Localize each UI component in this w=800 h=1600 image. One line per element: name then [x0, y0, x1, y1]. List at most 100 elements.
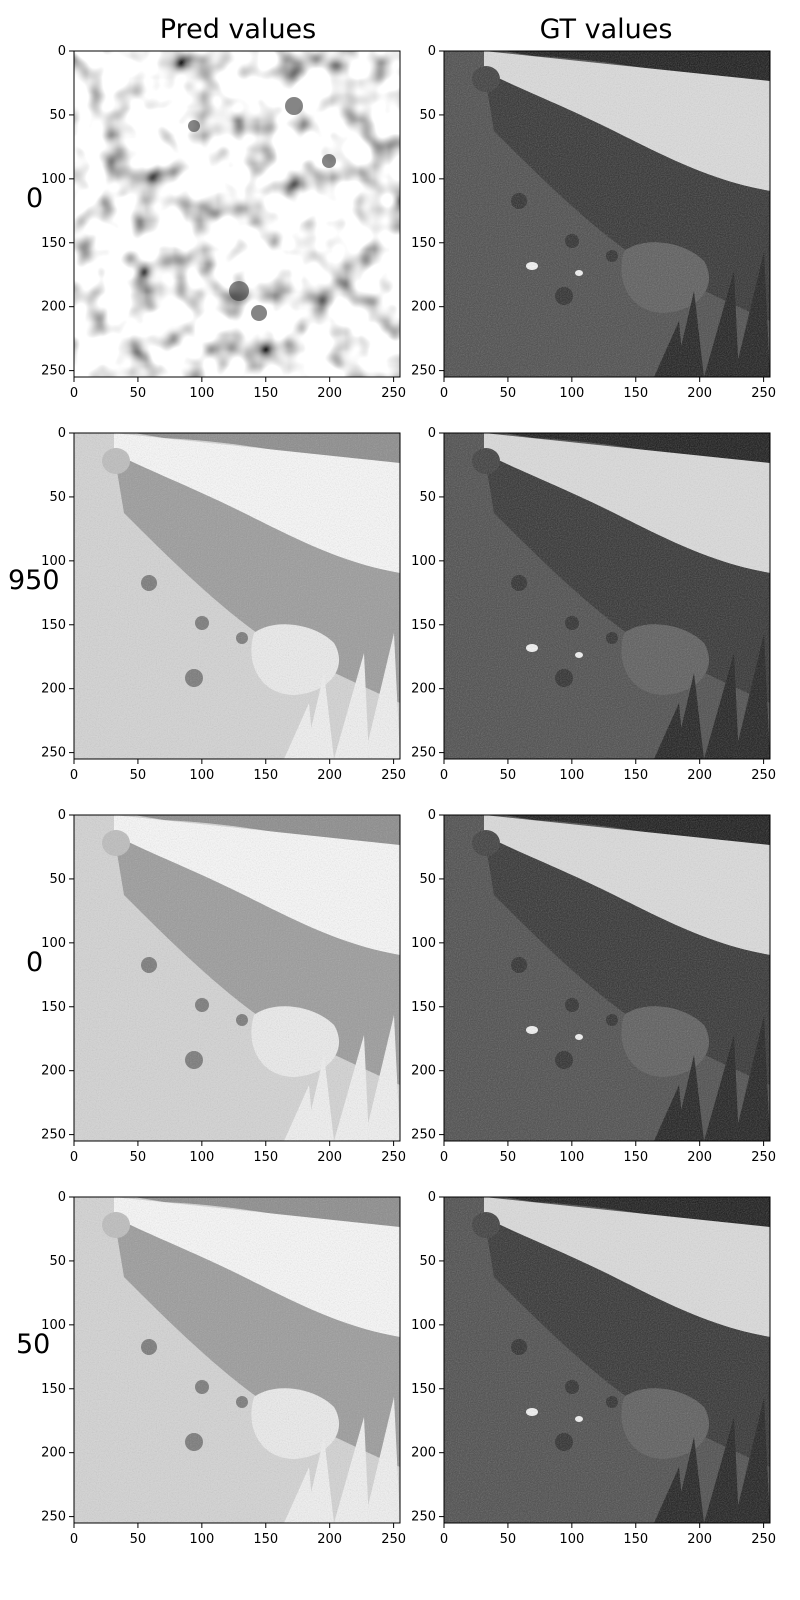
x-tick-label: 250: [381, 1532, 406, 1547]
panel-image-gt-row-2: [444, 815, 770, 1141]
y-tick-label: 250: [411, 746, 436, 761]
y-tick-label: 250: [41, 364, 66, 379]
panel-image-pred-row-3: [74, 1197, 400, 1523]
x-tick-label: 150: [253, 1532, 278, 1547]
panel-gt-row-1: 0 50 100 150 200 250 0 50 100 150 200 250: [411, 426, 776, 783]
x-tick-label: 50: [130, 1532, 147, 1547]
y-tick-label: 0: [58, 426, 66, 441]
x-tick-label: 50: [500, 1532, 517, 1547]
y-tick-label: 100: [41, 936, 66, 951]
y-tick-label: 100: [411, 172, 436, 187]
panel-image-gt-row-0: [444, 51, 770, 377]
y-tick-label: 50: [419, 490, 436, 505]
row-label-0: 0: [26, 183, 44, 214]
y-tick-label: 150: [41, 236, 66, 251]
y-tick-label: 200: [411, 1064, 436, 1079]
x-tick-label: 50: [130, 768, 147, 783]
y-tick-label: 200: [41, 1064, 66, 1079]
y-tick-label: 50: [49, 1254, 66, 1269]
x-tick-label: 200: [317, 1532, 342, 1547]
row-label-1: 950: [8, 565, 60, 596]
axes-frame: [73, 50, 401, 378]
x-tick-label: 100: [189, 768, 214, 783]
x-tick-label: 50: [500, 768, 517, 783]
x-tick-label: 150: [253, 386, 278, 401]
x-tick-label: 0: [440, 768, 448, 783]
panel-pred-row-0: 0 50 100 150 200 250 0 50 100 150 200 250: [41, 44, 406, 401]
y-tick-label: 150: [411, 236, 436, 251]
panel-pred-row-2: 0 50 100 150 200 250 0 50 100 150 200 250: [41, 808, 406, 1165]
panel-image-pred-row-0: [74, 51, 400, 377]
panel-gt-row-3: 0 50 100 150 200 250 0 50 100 150 200 250: [411, 1190, 776, 1547]
panel-pred-row-3: 0 50 100 150 200 250 0 50 100 150 200 250: [41, 1190, 406, 1547]
x-tick-label: 200: [317, 386, 342, 401]
x-tick-label: 0: [440, 1532, 448, 1547]
x-tick-label: 200: [317, 768, 342, 783]
y-tick-label: 50: [49, 872, 66, 887]
x-tick-label: 0: [70, 1532, 78, 1547]
y-tick-label: 100: [41, 1318, 66, 1333]
panel-image-gt-row-1: [444, 433, 770, 759]
panel-pred-row-1: 0 50 100 150 200 250 0 50 100 150 200 250: [41, 426, 406, 783]
pred-column-title: Pred values: [159, 14, 317, 45]
axes-frame: [73, 1196, 401, 1524]
x-tick-label: 100: [559, 386, 584, 401]
y-tick-label: 0: [58, 44, 66, 59]
y-tick-label: 0: [58, 808, 66, 823]
x-tick-label: 150: [253, 1150, 278, 1165]
x-tick-label: 100: [559, 768, 584, 783]
x-tick-label: 50: [500, 1150, 517, 1165]
axes-frame: [443, 814, 771, 1142]
y-tick-label: 150: [411, 1000, 436, 1015]
y-tick-label: 50: [419, 1254, 436, 1269]
panel-image-pred-row-1: [74, 433, 400, 759]
y-tick-label: 150: [411, 1382, 436, 1397]
x-tick-label: 200: [687, 1532, 712, 1547]
panel-gt-row-2: 0 50 100 150 200 250 0 50 100 150 200 250: [411, 808, 776, 1165]
x-tick-label: 0: [440, 386, 448, 401]
y-tick-label: 50: [49, 108, 66, 123]
x-tick-label: 200: [687, 386, 712, 401]
y-tick-label: 0: [58, 1190, 66, 1205]
x-tick-label: 0: [70, 386, 78, 401]
y-tick-label: 250: [41, 1510, 66, 1525]
y-tick-label: 0: [428, 808, 436, 823]
y-tick-label: 150: [41, 1382, 66, 1397]
x-tick-label: 150: [623, 386, 648, 401]
y-tick-label: 200: [41, 300, 66, 315]
x-tick-label: 250: [751, 1532, 776, 1547]
x-tick-label: 100: [189, 1150, 214, 1165]
x-tick-label: 100: [189, 386, 214, 401]
axes-frame: [73, 432, 401, 760]
x-tick-label: 100: [189, 1532, 214, 1547]
x-tick-label: 250: [381, 768, 406, 783]
x-tick-label: 100: [559, 1150, 584, 1165]
y-tick-label: 250: [411, 1128, 436, 1143]
y-tick-label: 250: [411, 1510, 436, 1525]
y-tick-label: 150: [411, 618, 436, 633]
x-tick-label: 150: [623, 1150, 648, 1165]
row-label-3: 50: [16, 1329, 51, 1360]
panel-image-gt-row-3: [444, 1197, 770, 1523]
x-tick-label: 50: [130, 386, 147, 401]
y-tick-label: 200: [411, 1446, 436, 1461]
x-tick-label: 250: [751, 386, 776, 401]
x-tick-label: 50: [130, 1150, 147, 1165]
y-tick-label: 100: [41, 554, 66, 569]
x-tick-label: 150: [623, 1532, 648, 1547]
axes-frame: [443, 1196, 771, 1524]
x-tick-label: 250: [381, 386, 406, 401]
y-tick-label: 100: [411, 1318, 436, 1333]
y-tick-label: 250: [411, 364, 436, 379]
y-tick-label: 50: [49, 490, 66, 505]
gt-column-title: GT values: [539, 14, 673, 45]
x-tick-label: 0: [70, 1150, 78, 1165]
x-tick-label: 200: [317, 1150, 342, 1165]
x-tick-label: 150: [253, 768, 278, 783]
x-tick-label: 250: [751, 1150, 776, 1165]
x-tick-label: 200: [687, 768, 712, 783]
x-tick-label: 0: [70, 768, 78, 783]
panel-gt-row-0: 0 50 100 150 200 250 0 50 100 150 200 250: [411, 44, 776, 401]
y-tick-label: 200: [41, 1446, 66, 1461]
axes-frame: [443, 432, 771, 760]
